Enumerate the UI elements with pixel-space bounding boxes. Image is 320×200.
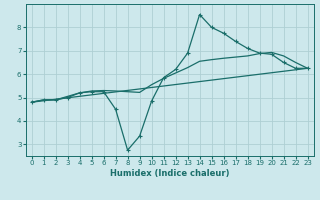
X-axis label: Humidex (Indice chaleur): Humidex (Indice chaleur)	[110, 169, 229, 178]
